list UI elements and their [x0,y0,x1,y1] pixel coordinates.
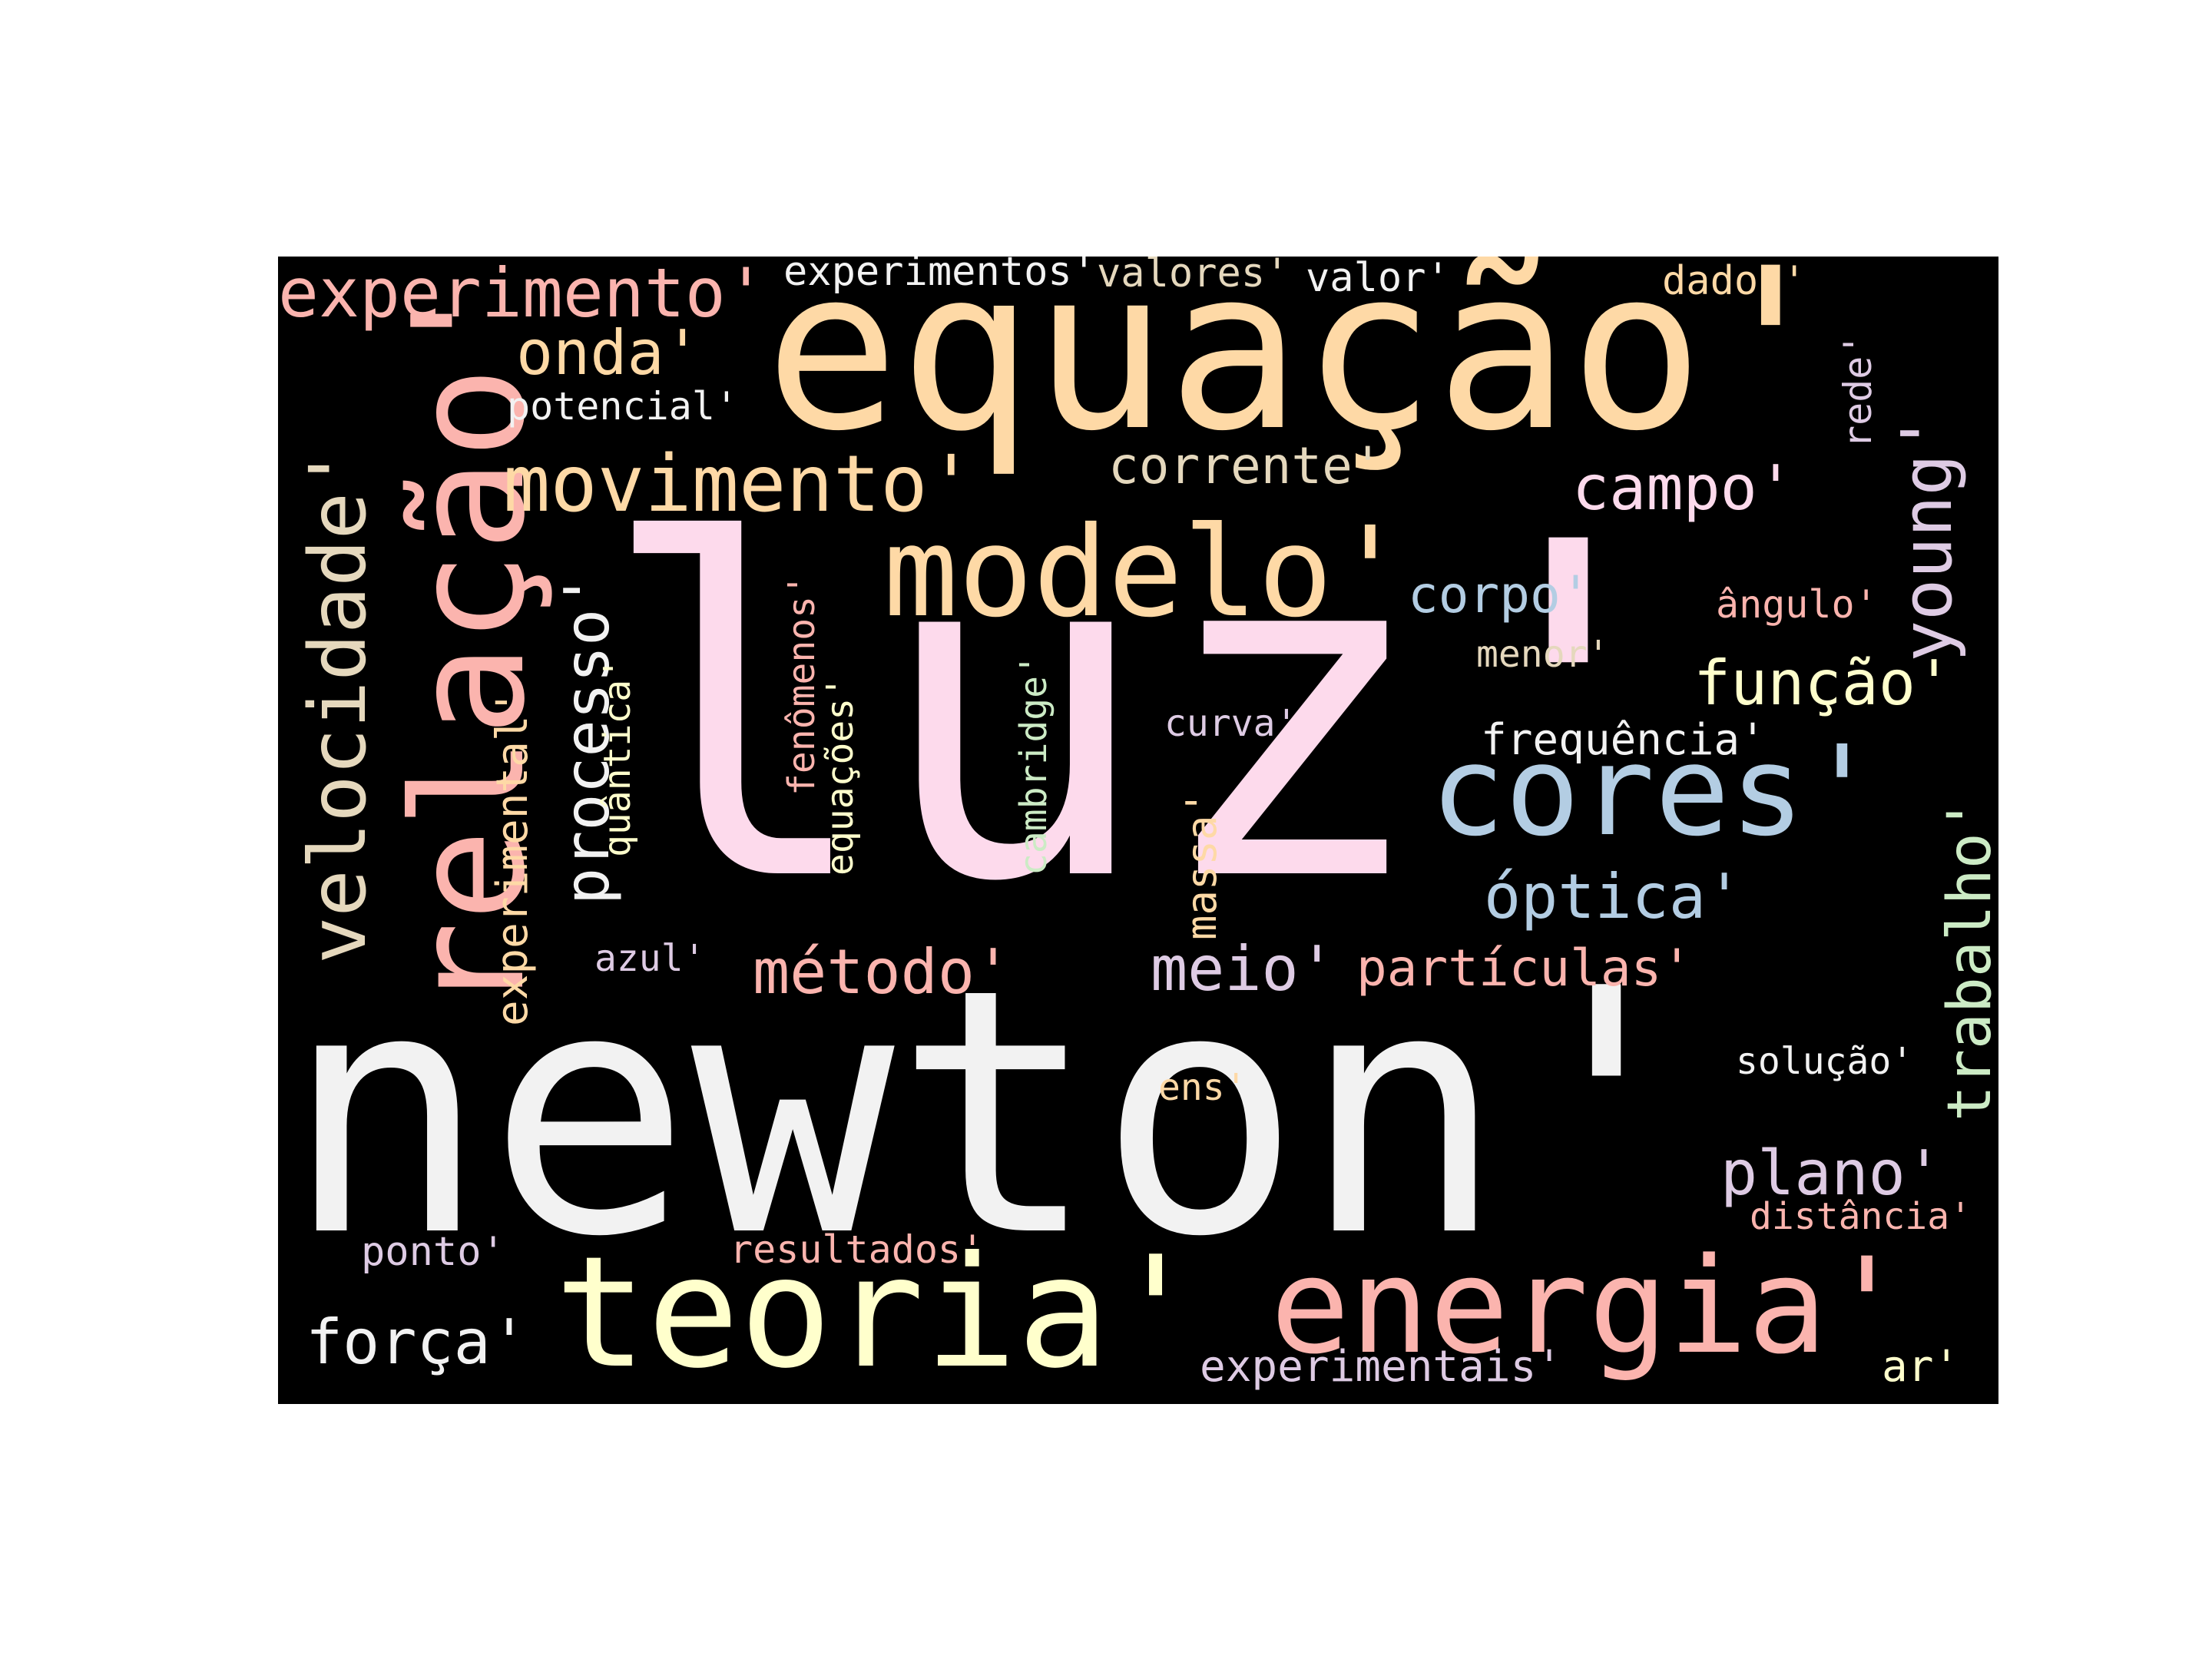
word-cloud-word: modelo' [883,501,1408,645]
word-cloud-word: potencial' [507,384,739,429]
word-cloud-word: experimentos' [783,257,1096,295]
word-cloud-word: experimentais' [1200,1342,1563,1392]
word-cloud-word: ar' [1882,1342,1960,1392]
word-cloud-word: resultados' [730,1227,985,1272]
word-cloud-word: partículas' [1356,939,1693,998]
word-cloud-word: ens' [1158,1066,1247,1109]
word-cloud-word: experimento' [278,257,767,333]
word-cloud-word: experimental' [488,689,538,1026]
word-cloud-word: curva' [1164,702,1298,745]
word-cloud-word: fenômenos' [780,574,823,796]
word-cloud-word: menor' [1476,633,1610,676]
word-cloud-word: ponto' [361,1229,505,1275]
word-cloud-word: quântica' [596,657,639,857]
word-cloud-word: cores' [1430,720,1880,864]
word-cloud-word: movimento' [503,439,975,530]
word-cloud-word: corrente' [1108,436,1383,495]
word-cloud-word: meio' [1151,933,1336,1005]
word-cloud-word: newton' [284,917,1709,1310]
word-cloud-word: equação' [765,257,1838,480]
word-cloud-word: onda' [516,317,701,389]
word-cloud-word: corpo' [1408,565,1591,624]
word-cloud-word: azul' [594,937,706,980]
word-cloud-word: ângulo' [1716,582,1878,627]
word-cloud-word: cambridge' [1012,654,1055,876]
word-cloud-word: velocidade' [293,445,384,964]
word-cloud-word: valor' [1306,257,1450,301]
word-cloud-word: luz' [598,445,1707,982]
word-cloud-word: trabalho' [1936,796,1998,1121]
word-cloud-word: plano' [1720,1137,1942,1209]
word-cloud-word: campo' [1572,452,1794,524]
word-cloud-word: teoria' [555,1224,1202,1402]
word-cloud-word: valores' [1097,257,1290,296]
word-cloud-word: força' [306,1306,528,1378]
word-cloud-word: young' [1887,412,1968,662]
word-cloud-word: óptica' [1484,861,1743,932]
word-cloud: luz' newton' equação' relação' teoria' energi… [278,257,1998,1404]
word-cloud-word: frequência' [1481,715,1766,765]
word-cloud-word: massa' [1177,790,1226,940]
word-cloud-word: distância' [1750,1195,1972,1238]
word-cloud-word: função' [1694,647,1953,719]
word-cloud-word: método' [753,936,1012,1008]
word-cloud-word: solução' [1736,1040,1914,1083]
word-cloud-word: energia' [1270,1229,1907,1383]
word-cloud-word: rede' [1836,333,1880,449]
word-cloud-word: equações' [819,675,862,876]
word-cloud-word: dados' [1662,258,1806,304]
